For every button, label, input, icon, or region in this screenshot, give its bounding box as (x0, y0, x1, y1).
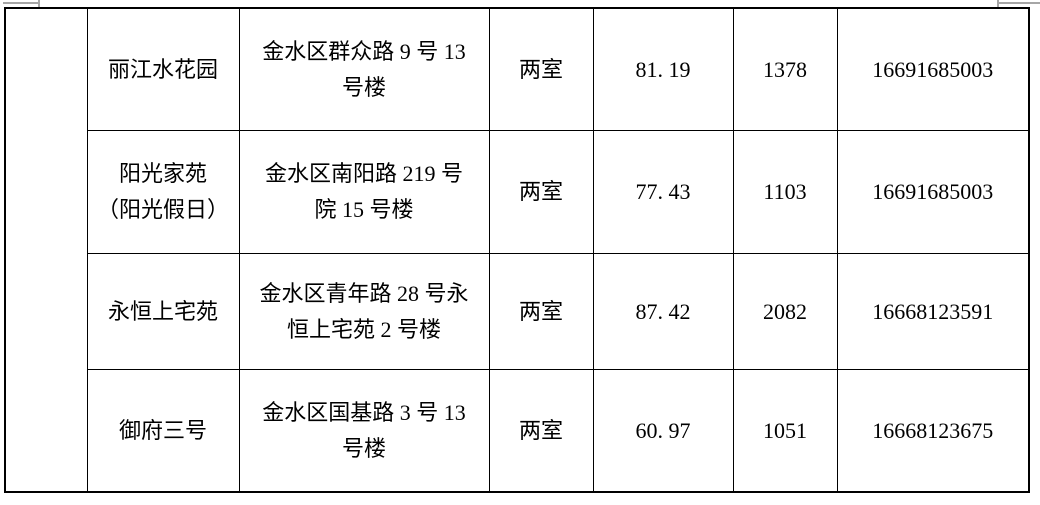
cell-phone: 16668123591 (836, 253, 1030, 370)
cell-address: 金水区南阳路 219 号 院 15 号楼 (238, 130, 490, 254)
cell-address: 金水区青年路 28 号永 恒上宅苑 2 号楼 (238, 253, 490, 370)
cell-name: 丽江水花园 (86, 7, 240, 131)
cell-name: 阳光家苑 （阳光假日） (86, 130, 240, 254)
cutoff-gridline-top-left-horizontal (3, 2, 40, 4)
cell-phone: 16691685003 (836, 130, 1030, 254)
table-row: 阳光家苑 （阳光假日） 金水区南阳路 219 号 院 15 号楼 两室 77. … (5, 130, 1030, 254)
cell-address: 金水区群众路 9 号 13 号楼 (238, 7, 490, 131)
cell-area: 60. 97 (592, 369, 734, 493)
cell-phone: 16691685003 (836, 7, 1030, 131)
cell-address: 金水区国基路 3 号 13 号楼 (238, 369, 490, 493)
cutoff-gridline-top-right-vertical (997, 0, 999, 8)
cell-area: 77. 43 (592, 130, 734, 254)
cell-phone: 16668123675 (836, 369, 1030, 493)
listings-table: 丽江水花园 金水区群众路 9 号 13 号楼 两室 81. 19 1378 16… (4, 7, 1030, 493)
cutoff-gridline-top-right-horizontal (997, 2, 1040, 4)
cell-area: 81. 19 (592, 7, 734, 131)
cell-rooms: 两室 (488, 7, 594, 131)
cell-rooms: 两室 (488, 130, 594, 254)
cutoff-gridline-top-left-vertical (38, 0, 40, 8)
table-row: 御府三号 金水区国基路 3 号 13 号楼 两室 60. 97 1051 166… (5, 369, 1030, 493)
table-row: 丽江水花园 金水区群众路 9 号 13 号楼 两室 81. 19 1378 16… (4, 7, 1030, 493)
table-row: 永恒上宅苑 金水区青年路 28 号永 恒上宅苑 2 号楼 两室 87. 42 2… (5, 253, 1030, 370)
cell-area: 87. 42 (592, 253, 734, 370)
cell-price: 1378 (732, 7, 838, 131)
cell-price: 2082 (732, 253, 838, 370)
cell-name: 御府三号 (86, 369, 240, 493)
empty-merged-cell (4, 7, 88, 493)
cell-price: 1051 (732, 369, 838, 493)
cell-price: 1103 (732, 130, 838, 254)
cell-name: 永恒上宅苑 (86, 253, 240, 370)
cell-rooms: 两室 (488, 253, 594, 370)
cell-rooms: 两室 (488, 369, 594, 493)
